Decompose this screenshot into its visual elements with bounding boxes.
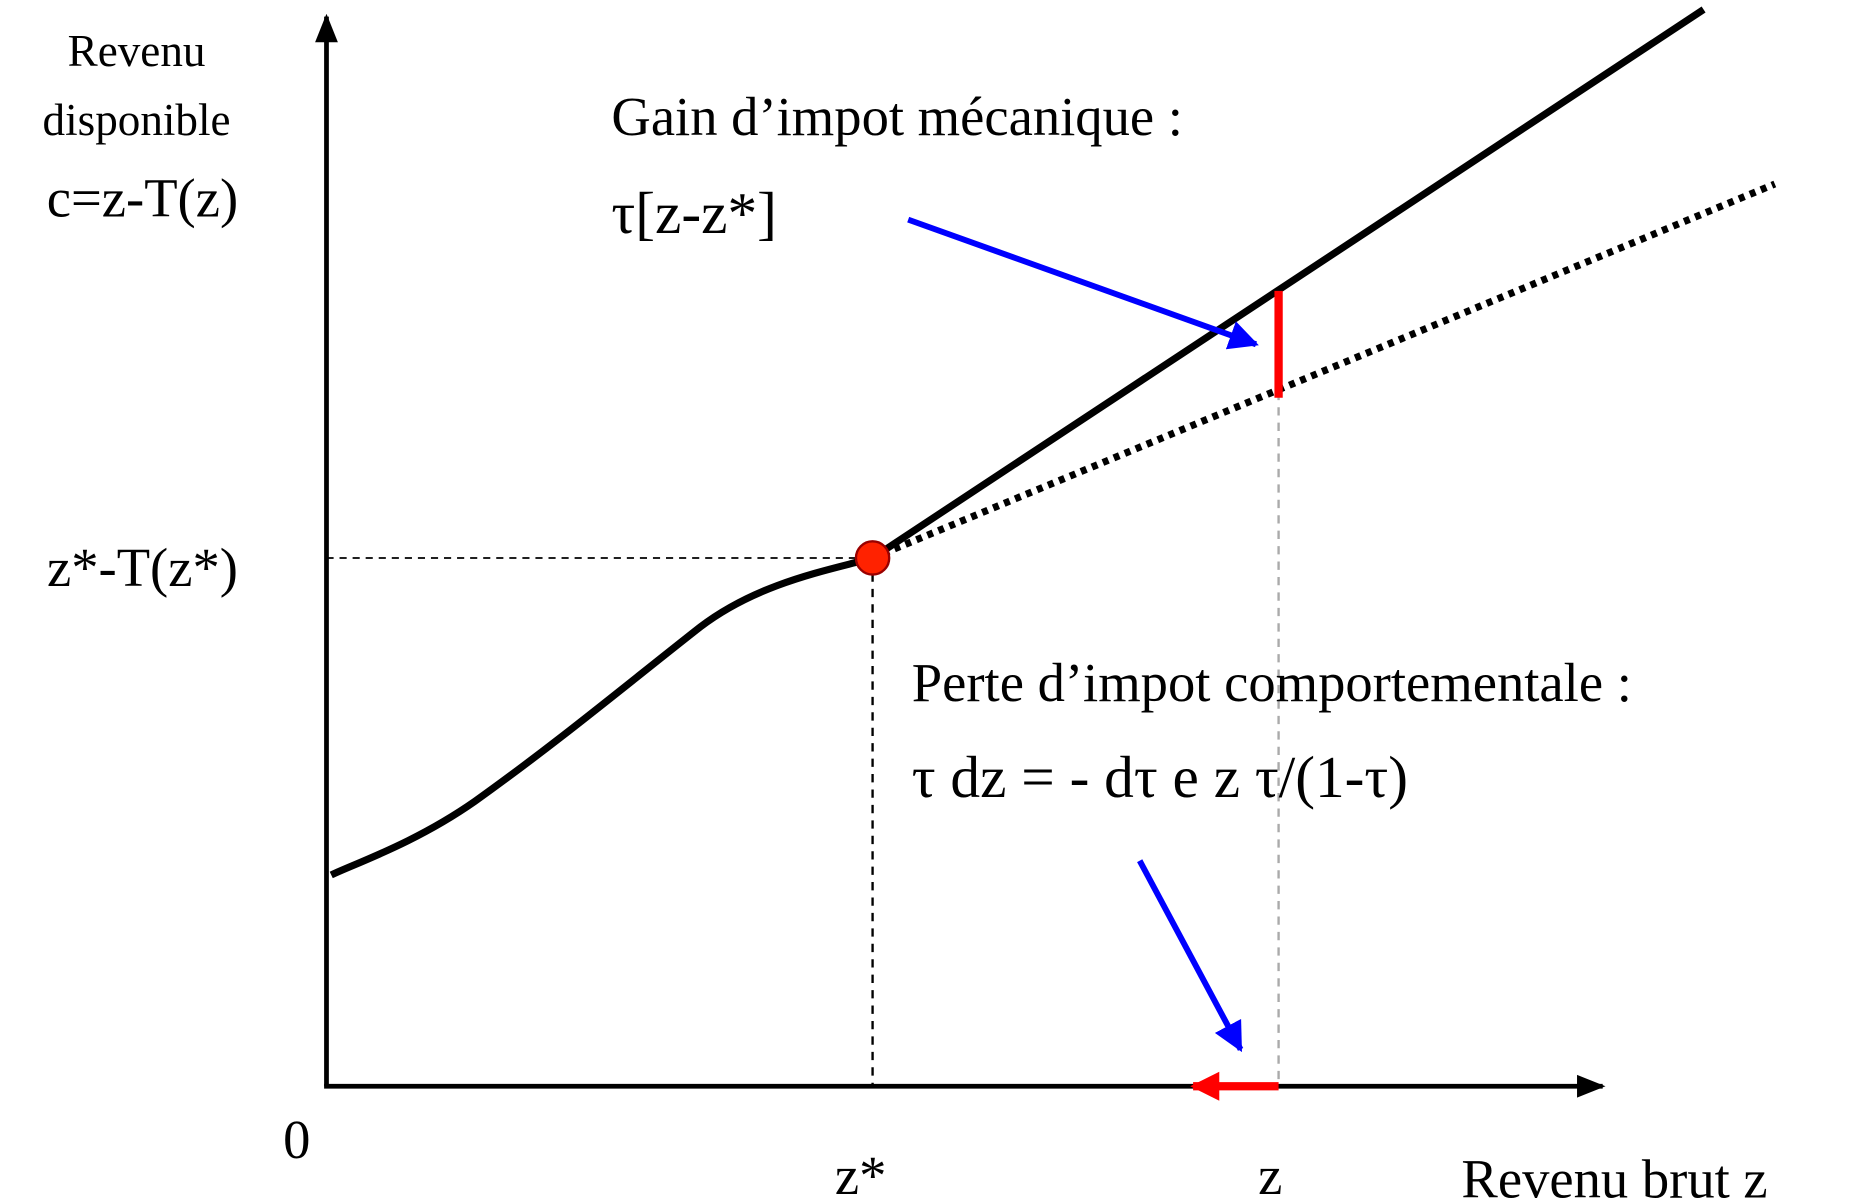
y-label: c=z-T(z)	[47, 168, 238, 229]
pointer-arrow	[1137, 859, 1244, 1053]
y-label: Revenu	[68, 26, 206, 76]
dotted-line	[871, 180, 1777, 562]
annotation-title: Gain d’impot mécanique :	[611, 86, 1183, 147]
point	[854, 540, 891, 576]
x-tick-label: z	[1258, 1145, 1282, 1202]
y-tick-label: z*-T(z*)	[47, 537, 238, 598]
tax-curve	[329, 6, 1706, 879]
y-label: disponible	[43, 95, 231, 145]
x-label: Revenu brut z	[1461, 1148, 1767, 1202]
annotation-formula: τ[z-z*]	[611, 180, 777, 246]
annotation-title: Perte d’impot comportementale :	[912, 652, 1632, 713]
pointer-arrow	[907, 216, 1259, 350]
origin-label: 0	[283, 1109, 310, 1170]
annotation-formula: τ dz = - dτ e z τ/(1-τ)	[912, 744, 1408, 810]
x-tick-label: z*	[835, 1145, 887, 1202]
